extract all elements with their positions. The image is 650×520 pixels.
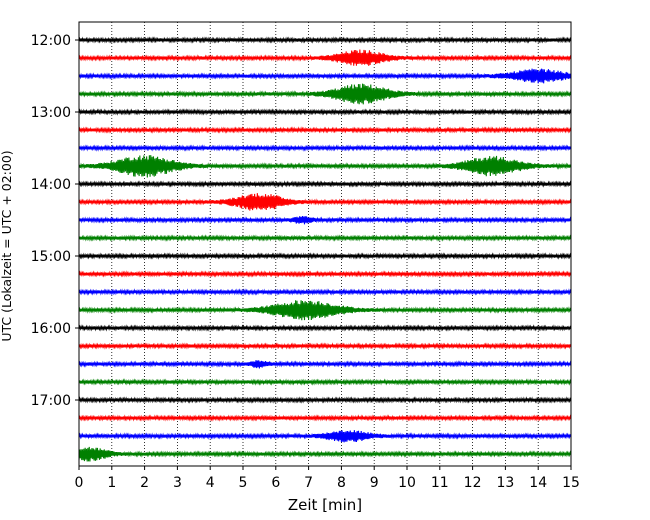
x-tick-label-8: 8 bbox=[337, 475, 346, 491]
y-axis: 12:00 13:00 14:00 15:00 16:00 17:00 bbox=[31, 33, 79, 409]
trace-1230 bbox=[78, 68, 572, 84]
y-tick-label-1400: 14:00 bbox=[31, 177, 71, 193]
traces bbox=[78, 36, 572, 462]
grid-lines bbox=[111, 22, 539, 466]
y-axis-title: UTC (Lokalzeit = UTC + 02:00) bbox=[0, 150, 14, 341]
trace-1300 bbox=[78, 108, 572, 116]
trace-1215 bbox=[78, 49, 572, 66]
trace-1245 bbox=[78, 83, 572, 105]
x-tick-label-10: 10 bbox=[398, 475, 416, 491]
trace-1315 bbox=[78, 126, 572, 134]
x-tick-label-12: 12 bbox=[464, 475, 482, 491]
trace-1400 bbox=[78, 180, 572, 188]
trace-1715 bbox=[78, 414, 572, 422]
x-tick-label-13: 13 bbox=[496, 475, 514, 491]
x-axis-title: Zeit [min] bbox=[288, 496, 362, 514]
trace-1330 bbox=[78, 144, 572, 152]
x-tick-label-0: 0 bbox=[75, 475, 84, 491]
x-tick-label-11: 11 bbox=[431, 475, 449, 491]
trace-1445 bbox=[78, 234, 572, 242]
trace-1630 bbox=[78, 360, 572, 369]
trace-1515 bbox=[78, 270, 572, 278]
trace-1615 bbox=[78, 342, 572, 350]
x-tick-label-14: 14 bbox=[529, 475, 547, 491]
y-tick-label-1200: 12:00 bbox=[31, 33, 71, 49]
trace-1745 bbox=[78, 446, 572, 462]
trace-1200 bbox=[78, 36, 572, 44]
trace-1600 bbox=[78, 324, 572, 332]
x-tick-label-6: 6 bbox=[271, 475, 280, 491]
x-tick-label-9: 9 bbox=[370, 475, 379, 491]
x-tick-label-3: 3 bbox=[173, 475, 182, 491]
plot-frame bbox=[78, 21, 572, 467]
trace-1545 bbox=[78, 300, 572, 321]
x-tick-label-5: 5 bbox=[239, 475, 248, 491]
x-tick-label-7: 7 bbox=[304, 475, 313, 491]
x-tick-label-2: 2 bbox=[140, 475, 149, 491]
y-tick-label-1500: 15:00 bbox=[31, 249, 71, 265]
trace-1730 bbox=[78, 430, 572, 443]
y-tick-label-1600: 16:00 bbox=[31, 321, 71, 337]
trace-1700 bbox=[78, 396, 572, 404]
x-tick-label-15: 15 bbox=[562, 475, 580, 491]
trace-1500 bbox=[78, 252, 572, 260]
trace-1345 bbox=[78, 155, 572, 178]
x-tick-label-4: 4 bbox=[206, 475, 215, 491]
trace-1645 bbox=[78, 378, 572, 386]
y-tick-label-1300: 13:00 bbox=[31, 105, 71, 121]
y-tick-label-1700: 17:00 bbox=[31, 393, 71, 409]
trace-1415 bbox=[78, 193, 572, 211]
trace-1530 bbox=[78, 288, 572, 296]
x-axis: 0 1 2 3 4 5 6 7 8 9 10 11 12 13 14 15 bbox=[75, 466, 580, 491]
trace-1430 bbox=[78, 215, 572, 225]
x-tick-label-1: 1 bbox=[107, 475, 116, 491]
